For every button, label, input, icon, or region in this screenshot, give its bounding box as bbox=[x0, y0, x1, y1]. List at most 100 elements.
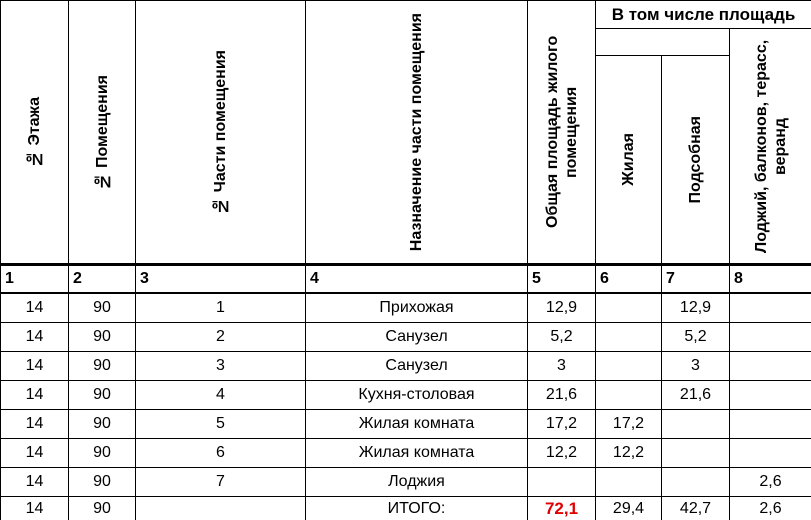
table-row-cell: 2 bbox=[136, 323, 306, 352]
table-row-cell: Лоджия bbox=[306, 468, 528, 497]
table-row-cell bbox=[596, 352, 662, 381]
table-row-cell: 12,2 bbox=[528, 439, 596, 468]
cell-text: В том числе площадь bbox=[611, 4, 796, 24]
cell-text: 90 bbox=[93, 357, 111, 374]
table-row-cell bbox=[596, 381, 662, 410]
header-floor: № Этажа bbox=[1, 1, 69, 264]
total-row-cell: 90 bbox=[69, 497, 136, 520]
total-row-cell: 29,4 bbox=[596, 497, 662, 520]
table-row-cell: 12,9 bbox=[662, 294, 730, 323]
table-row-cell: 14 bbox=[1, 323, 69, 352]
cell-text: Санузел bbox=[385, 328, 448, 345]
cell-text: 12,2 bbox=[612, 444, 645, 461]
cell-text: 8 bbox=[734, 270, 743, 287]
table-row-cell: 12,9 bbox=[528, 294, 596, 323]
cell-text: 14 bbox=[25, 328, 44, 345]
header-label: Жилая bbox=[620, 133, 637, 186]
cell-text: 14 bbox=[25, 473, 44, 490]
table-row-cell: 90 bbox=[69, 439, 136, 468]
table-row-cell: 14 bbox=[1, 381, 69, 410]
cell-text: 90 bbox=[93, 444, 111, 461]
header-label: Подсобная bbox=[687, 115, 704, 204]
cell-text: 4 bbox=[216, 386, 225, 403]
table-row-cell: 14 bbox=[1, 352, 69, 381]
table-row-cell: 90 bbox=[69, 294, 136, 323]
table-row-cell bbox=[730, 294, 811, 323]
table-row-cell: 90 bbox=[69, 468, 136, 497]
cell-text: 12,2 bbox=[545, 444, 578, 461]
cell-text: 2,6 bbox=[759, 473, 782, 490]
cell-text: ИТОГО: bbox=[387, 499, 446, 517]
cell-text: 90 bbox=[93, 299, 111, 316]
header-loggias: Лоджий, балконов, терасс, веранд bbox=[730, 29, 811, 264]
table-row-cell: 5,2 bbox=[662, 323, 730, 352]
total-row-cell: 42,7 bbox=[662, 497, 730, 520]
total-row-cell bbox=[136, 497, 306, 520]
cell-text: 3 bbox=[557, 357, 566, 374]
table-row-cell: 1 bbox=[136, 294, 306, 323]
table-row-cell: Санузел bbox=[306, 323, 528, 352]
cell-text: 14 bbox=[25, 499, 44, 517]
table-row-cell: 3 bbox=[662, 352, 730, 381]
table-row-cell: 14 bbox=[1, 294, 69, 323]
cell-text: 5 bbox=[216, 415, 225, 432]
cell-text: 90 bbox=[93, 386, 111, 403]
cell-text: 7 bbox=[216, 473, 225, 490]
table-row-cell: 6 bbox=[136, 439, 306, 468]
table-row-cell: 3 bbox=[136, 352, 306, 381]
cell-text: 14 bbox=[25, 444, 44, 461]
table-row-cell: 21,6 bbox=[662, 381, 730, 410]
table-row-cell: 4 bbox=[136, 381, 306, 410]
column-number: 2 bbox=[69, 264, 136, 294]
column-number: 3 bbox=[136, 264, 306, 294]
table-row-cell: Жилая комната bbox=[306, 410, 528, 439]
cell-text: 6 bbox=[216, 444, 225, 461]
cell-text: 2,6 bbox=[759, 499, 782, 517]
header-living: Жилая bbox=[596, 56, 662, 264]
table-row-cell bbox=[662, 468, 730, 497]
table-row-cell: Жилая комната bbox=[306, 439, 528, 468]
cell-text: 72,1 bbox=[544, 498, 579, 518]
header-total-area: Общая площадь жилого помещения bbox=[528, 1, 596, 264]
cell-text: 17,2 bbox=[545, 415, 578, 432]
header-label: Общая площадь жилого помещения bbox=[543, 35, 580, 229]
cell-text: 14 bbox=[25, 415, 44, 432]
table-row-cell: Кухня-столовая bbox=[306, 381, 528, 410]
table-row-cell: 17,2 bbox=[528, 410, 596, 439]
header-room: № Помещения bbox=[69, 1, 136, 264]
cell-text: Лоджия bbox=[388, 473, 445, 490]
cell-text: 2 bbox=[216, 328, 225, 345]
cell-text: 21,6 bbox=[545, 386, 578, 403]
table-row-cell: 17,2 bbox=[596, 410, 662, 439]
cell-text: 90 bbox=[93, 473, 111, 490]
total-row-cell: 2,6 bbox=[730, 497, 811, 520]
cell-text: 1 bbox=[5, 270, 14, 287]
column-number: 5 bbox=[528, 264, 596, 294]
table-row-cell: 3 bbox=[528, 352, 596, 381]
table-row-cell: 14 bbox=[1, 468, 69, 497]
table-row-cell bbox=[662, 410, 730, 439]
header-part: № Части помещения bbox=[136, 1, 306, 264]
table-row-cell bbox=[596, 323, 662, 352]
table-row-cell: 12,2 bbox=[596, 439, 662, 468]
header-label: № Части помещения bbox=[212, 50, 229, 214]
cell-text: 3 bbox=[140, 270, 149, 287]
table-row-cell bbox=[596, 294, 662, 323]
cell-text: Жилая комната bbox=[358, 444, 475, 461]
column-number: 7 bbox=[662, 264, 730, 294]
cell-text: 90 bbox=[93, 499, 111, 517]
table-row-cell: Прихожая bbox=[306, 294, 528, 323]
header-label: № Этажа bbox=[26, 97, 43, 167]
header-label: Назначение части помещения bbox=[408, 12, 425, 252]
table-row-cell bbox=[662, 439, 730, 468]
table-row-cell bbox=[596, 468, 662, 497]
cell-text: 3 bbox=[216, 357, 225, 374]
table-row-cell: 14 bbox=[1, 410, 69, 439]
table-row-cell bbox=[528, 468, 596, 497]
cell-text: 6 bbox=[600, 270, 609, 287]
header-auxiliary: Подсобная bbox=[662, 56, 730, 264]
cell-text: 5,2 bbox=[550, 328, 573, 345]
cell-text: 7 bbox=[666, 270, 675, 287]
cell-text: 5,2 bbox=[684, 328, 707, 345]
